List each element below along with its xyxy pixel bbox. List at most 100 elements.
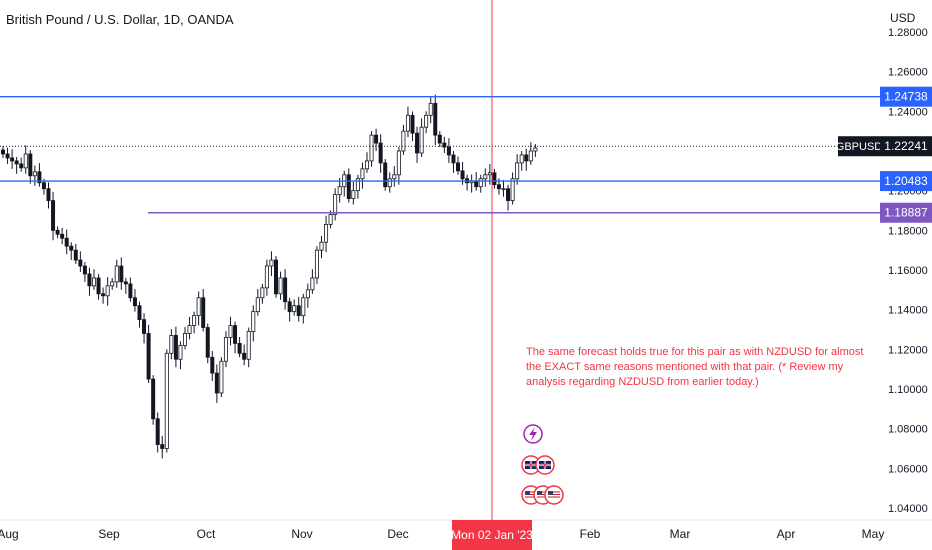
candle-body <box>37 171 42 184</box>
candle-body <box>64 237 69 247</box>
level-badge <box>880 86 932 107</box>
chart-title: British Pound / U.S. Dollar, 1D, OANDA <box>6 12 234 27</box>
candle-body <box>401 130 406 152</box>
candle-body <box>105 285 110 297</box>
candle-body <box>492 172 497 186</box>
candle-body <box>223 337 228 362</box>
candle-body <box>201 297 206 328</box>
candle-body <box>283 277 288 303</box>
candle-body <box>96 277 101 295</box>
candle-body <box>192 315 197 326</box>
candle-body <box>364 160 369 170</box>
candle-body <box>455 162 460 172</box>
price-tick-label: 1.08000 <box>888 424 928 436</box>
candle-body <box>415 132 420 154</box>
candle-body <box>5 153 10 159</box>
price-tick-label: 1.24000 <box>888 106 928 118</box>
time-tick-label: Nov <box>291 527 312 541</box>
candle-body <box>451 154 456 164</box>
candle-body <box>142 319 147 334</box>
candle-body <box>251 311 256 332</box>
time-tick-label: Dec <box>387 527 408 541</box>
candle-body <box>101 293 106 297</box>
level-badge <box>880 202 932 223</box>
candle-body <box>196 297 201 317</box>
candle-body <box>442 142 447 148</box>
candle-body <box>437 134 442 144</box>
candle-body <box>446 146 451 156</box>
currency-label: USD <box>890 11 916 25</box>
candle-body <box>301 297 306 317</box>
candle-body <box>19 163 24 169</box>
candle-body <box>273 259 278 295</box>
price-tick-label: 1.14000 <box>888 305 928 317</box>
uk-flag-icon[interactable] <box>535 455 555 475</box>
candle-body <box>10 157 15 162</box>
candle-body <box>387 178 392 188</box>
candle-body <box>369 134 374 162</box>
candle-body <box>328 214 333 225</box>
candle-body <box>287 301 292 313</box>
candle-body <box>14 160 19 165</box>
candle-body <box>305 289 310 299</box>
candle-body <box>483 174 488 180</box>
candle-body <box>114 265 119 283</box>
candle-body <box>60 233 65 239</box>
candle-body <box>164 352 169 449</box>
candle-body <box>69 245 74 251</box>
annotation-text: The same forecast holds true for this pa… <box>526 346 863 388</box>
candle-body <box>374 134 379 144</box>
candle-body <box>383 162 388 188</box>
time-tick-label: Sep <box>98 527 120 541</box>
last-price-label: 1.22241 <box>884 139 928 153</box>
annotation-line-3: analysis regarding NZDUSD from earlier t… <box>526 376 759 388</box>
candle-body <box>424 114 429 128</box>
us-flag-icon[interactable] <box>544 485 564 505</box>
price-tick-label: 1.06000 <box>888 463 928 475</box>
uk-flag-icon[interactable] <box>521 455 541 475</box>
candle-body <box>533 147 538 152</box>
candle-body <box>378 142 383 164</box>
candle-body <box>528 150 533 162</box>
candle-body <box>0 149 6 155</box>
candle-body <box>260 287 265 299</box>
candle-body <box>264 265 269 289</box>
event-icons[interactable] <box>521 424 564 505</box>
crosshair-date-label: Mon 02 Jan '23 <box>451 528 533 542</box>
level-label: 1.24738 <box>884 90 928 104</box>
candle-body <box>355 178 360 192</box>
lightning-icon[interactable] <box>523 424 543 444</box>
candle-body <box>246 331 251 360</box>
price-tick-label: 1.26000 <box>888 67 928 79</box>
candle-body <box>169 335 174 354</box>
candles-group <box>0 94 538 459</box>
candle-body <box>337 186 342 196</box>
candle-body <box>205 327 210 358</box>
candle-body <box>419 126 424 154</box>
candle-body <box>237 342 242 354</box>
candle-body <box>524 154 529 162</box>
candle-body <box>314 249 319 279</box>
candle-body <box>219 360 224 394</box>
candle-body <box>310 277 315 291</box>
candle-body <box>28 153 33 177</box>
candle-body <box>319 241 324 251</box>
levels-group: 1.24738 1.20483 1.18887 GBPUSD 1.22241 <box>0 86 932 223</box>
candle-body <box>78 259 83 267</box>
candle-body <box>214 372 219 394</box>
candle-body <box>346 174 351 200</box>
candle-body <box>23 153 28 169</box>
candle-body <box>151 378 156 420</box>
candle-body <box>87 273 92 287</box>
price-tick-label: 1.18000 <box>888 225 928 237</box>
candle-body <box>173 335 178 360</box>
candle-body <box>182 333 187 346</box>
candle-body <box>428 103 433 116</box>
candle-body <box>55 229 60 235</box>
candle-body <box>487 172 492 176</box>
candle-body <box>123 281 128 285</box>
price-tick-label: 1.28000 <box>888 27 928 39</box>
candle-body <box>360 168 365 180</box>
